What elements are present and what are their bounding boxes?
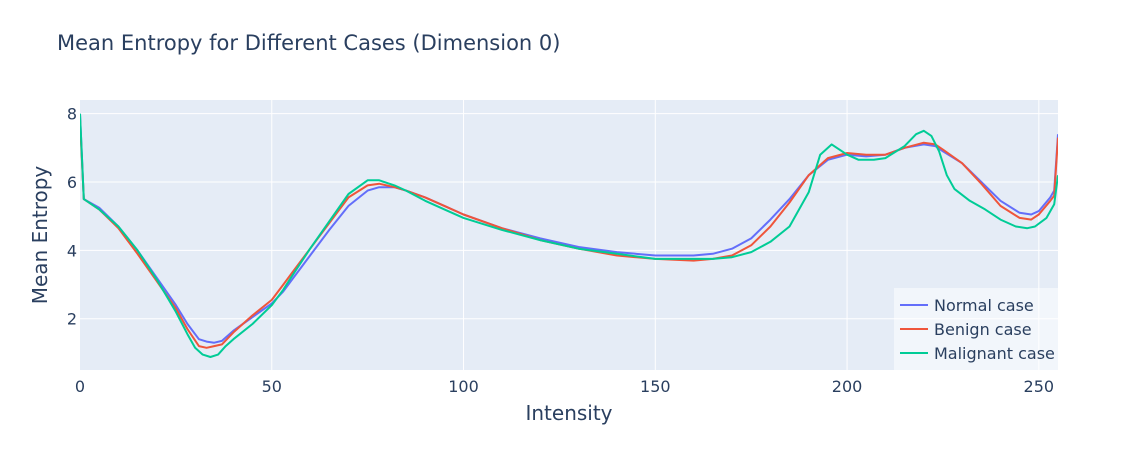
legend-item-normal-case[interactable]: Normal case: [900, 296, 1034, 315]
legend-label: Normal case: [934, 296, 1034, 315]
y-tick-label: 2: [67, 310, 77, 329]
x-tick-label: 200: [832, 377, 863, 396]
y-tick-label: 4: [67, 241, 77, 260]
series-line-malignant-case: [80, 113, 1058, 358]
legend-label: Benign case: [934, 320, 1032, 339]
x-tick-label: 100: [448, 377, 479, 396]
x-ticks: 0 50 100 150 200 250: [75, 377, 1054, 396]
chart-title: Mean Entropy for Different Cases (Dimens…: [57, 31, 560, 55]
x-tick-label: 50: [262, 377, 282, 396]
legend-label: Malignant case: [934, 344, 1055, 363]
x-tick-label: 250: [1024, 377, 1055, 396]
y-tick-label: 6: [67, 173, 77, 192]
x-tick-label: 0: [75, 377, 85, 396]
x-tick-label: 150: [640, 377, 671, 396]
x-axis-label: Intensity: [525, 401, 612, 425]
series-lines: [80, 113, 1058, 358]
y-axis-label: Mean Entropy: [28, 166, 52, 305]
y-tick-label: 8: [67, 105, 77, 124]
legend[interactable]: Normal case Benign case Malignant case: [894, 288, 1058, 370]
legend-item-benign-case[interactable]: Benign case: [900, 320, 1032, 339]
legend-item-malignant-case[interactable]: Malignant case: [900, 344, 1055, 363]
y-ticks: 2 4 6 8: [67, 105, 77, 329]
